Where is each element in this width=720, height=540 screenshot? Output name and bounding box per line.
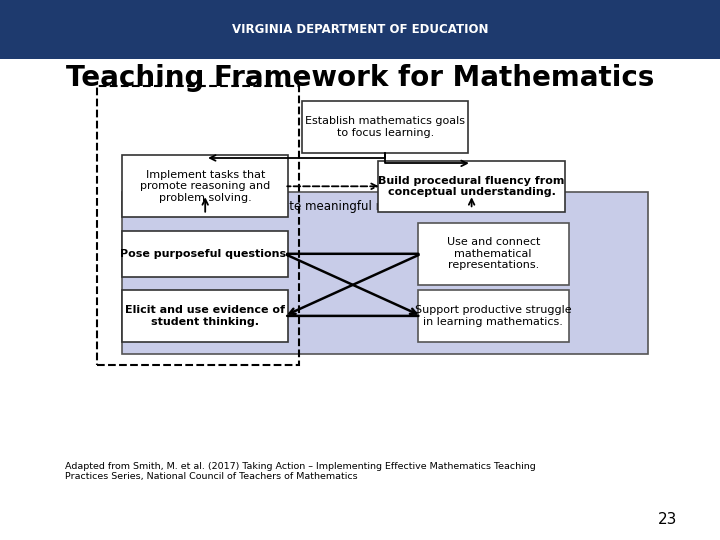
Text: Implement tasks that
promote reasoning and
problem solving.: Implement tasks that promote reasoning a…: [140, 170, 270, 203]
FancyBboxPatch shape: [418, 222, 569, 285]
FancyBboxPatch shape: [302, 102, 468, 152]
Text: Adapted from Smith, M. et al. (2017) Taking Action – Implementing Effective Math: Adapted from Smith, M. et al. (2017) Tak…: [65, 462, 536, 481]
Text: Support productive struggle
in learning mathematics.: Support productive struggle in learning …: [415, 305, 572, 327]
FancyBboxPatch shape: [122, 192, 648, 354]
Text: Use and connect
mathematical
representations.: Use and connect mathematical representat…: [446, 237, 540, 271]
FancyBboxPatch shape: [418, 291, 569, 342]
Text: VIRGINIA DEPARTMENT OF EDUCATION: VIRGINIA DEPARTMENT OF EDUCATION: [232, 23, 488, 36]
Text: Pose purposeful questions.: Pose purposeful questions.: [120, 249, 290, 259]
Bar: [0, 0, 720, 59]
Text: Establish mathematics goals
to focus learning.: Establish mathematics goals to focus lea…: [305, 116, 465, 138]
FancyBboxPatch shape: [122, 231, 288, 276]
FancyBboxPatch shape: [378, 160, 565, 212]
Text: Elicit and use evidence of
student thinking.: Elicit and use evidence of student think…: [125, 305, 285, 327]
Text: 23: 23: [657, 511, 677, 526]
FancyBboxPatch shape: [122, 156, 288, 217]
Text: Facilitate meaningful mathematical discourse.: Facilitate meaningful mathematical disco…: [248, 200, 522, 213]
Text: Build procedural fluency from
conceptual understanding.: Build procedural fluency from conceptual…: [379, 176, 564, 197]
FancyBboxPatch shape: [122, 291, 288, 342]
Text: Teaching Framework for Mathematics: Teaching Framework for Mathematics: [66, 64, 654, 92]
